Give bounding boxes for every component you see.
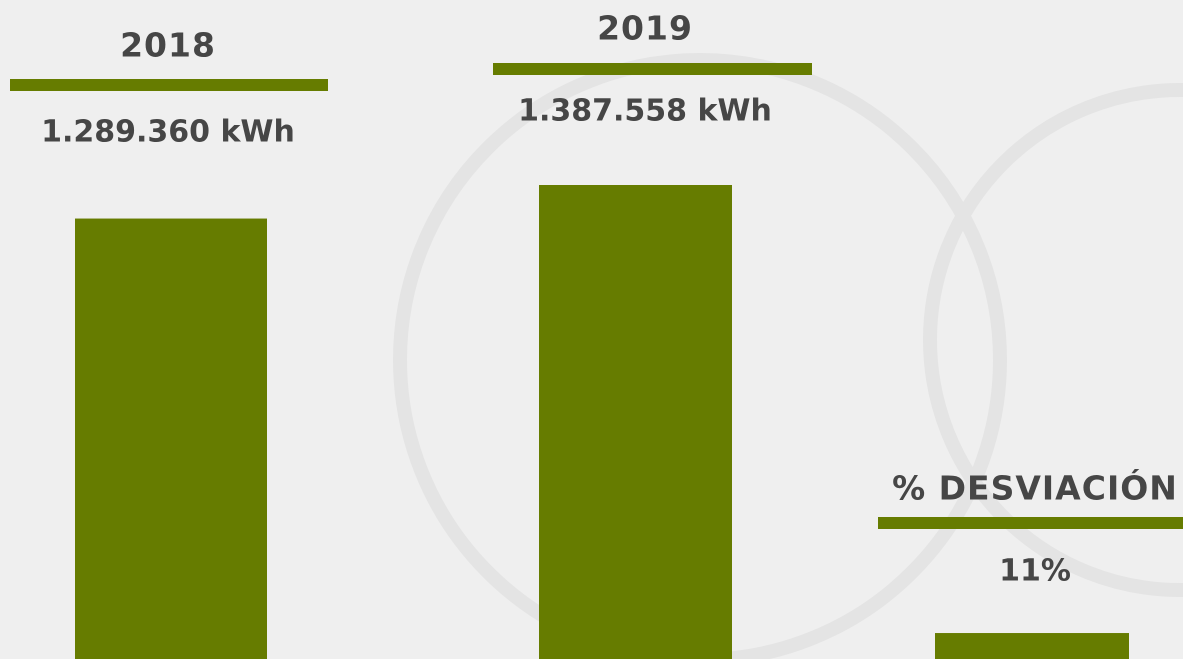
category-label: 2018 [120, 26, 216, 65]
bar [75, 218, 267, 659]
background-decor [393, 53, 1183, 659]
bar [935, 633, 1129, 659]
category-label: 2019 [597, 9, 693, 48]
value-label: 1.289.360 kWh [41, 115, 295, 150]
rule [10, 79, 328, 91]
value-label: 1.387.558 kWh [518, 94, 772, 129]
rule [493, 63, 812, 75]
bar [539, 185, 732, 659]
value-label: 11% [999, 554, 1071, 589]
rule [878, 517, 1183, 529]
category-label: % DESVIACIÓN [892, 468, 1178, 508]
